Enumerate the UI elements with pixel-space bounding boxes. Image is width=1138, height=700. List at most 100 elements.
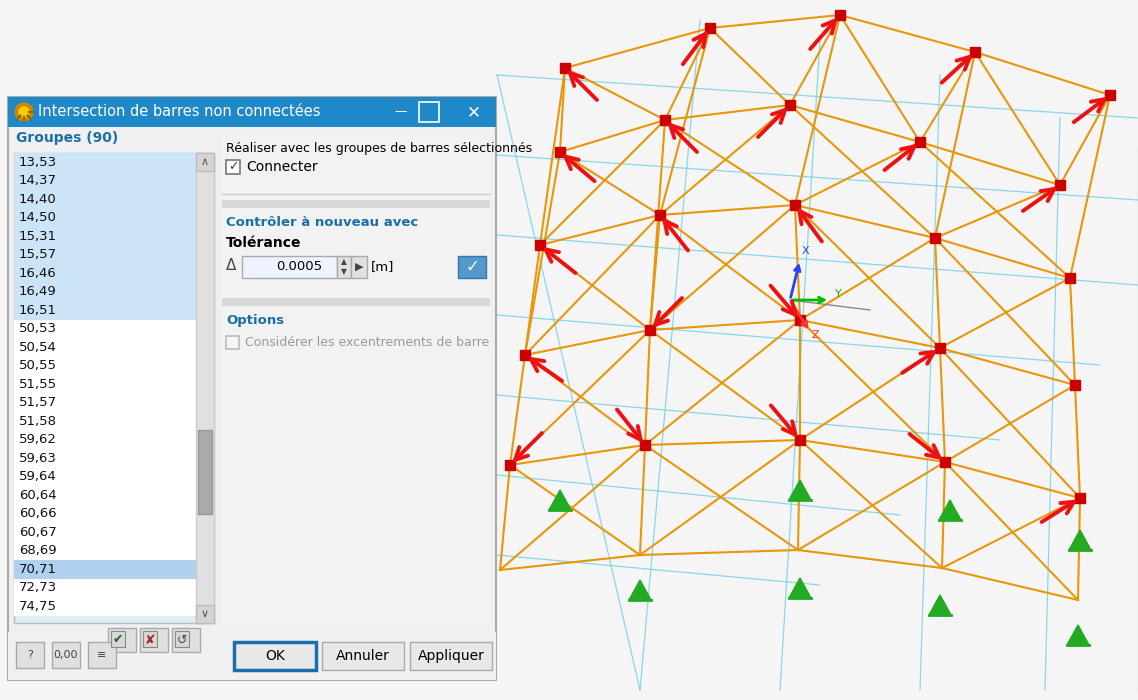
Bar: [660, 115, 670, 125]
Bar: [143, 631, 157, 647]
Text: ?: ?: [27, 650, 33, 660]
Bar: [930, 233, 940, 243]
Bar: [14, 449, 196, 468]
Bar: [555, 147, 564, 157]
Bar: [14, 319, 196, 338]
Bar: [242, 256, 337, 278]
Bar: [14, 246, 196, 264]
Bar: [14, 505, 196, 523]
Text: 14,50: 14,50: [19, 211, 57, 224]
Text: OK: OK: [265, 649, 284, 663]
Text: ∨: ∨: [201, 609, 209, 619]
Text: 0.0005: 0.0005: [275, 260, 322, 274]
Bar: [351, 256, 366, 278]
Polygon shape: [789, 578, 811, 598]
Text: 59,63: 59,63: [19, 452, 57, 465]
Text: ✘: ✘: [145, 634, 155, 647]
Text: 15,57: 15,57: [19, 248, 57, 261]
Bar: [222, 306, 490, 625]
Bar: [795, 435, 805, 445]
Bar: [14, 430, 196, 449]
Text: [m]: [m]: [371, 260, 395, 274]
Bar: [14, 338, 196, 356]
Bar: [14, 375, 196, 393]
Text: ▶: ▶: [355, 262, 363, 272]
Text: Z: Z: [813, 330, 819, 340]
Bar: [14, 523, 196, 542]
Text: Contrôler à nouveau avec: Contrôler à nouveau avec: [226, 216, 419, 229]
Bar: [196, 153, 214, 623]
Bar: [790, 200, 800, 210]
Bar: [1070, 380, 1080, 390]
Bar: [222, 298, 490, 306]
Bar: [457, 256, 486, 278]
Bar: [1055, 180, 1065, 190]
Text: 51,55: 51,55: [19, 378, 57, 391]
Bar: [706, 23, 715, 33]
Bar: [14, 412, 196, 430]
Text: 50,54: 50,54: [19, 341, 57, 354]
Text: 60,66: 60,66: [19, 508, 57, 520]
Text: X: X: [802, 246, 809, 256]
Text: 0,00: 0,00: [53, 650, 79, 660]
Bar: [14, 468, 196, 486]
Text: Considérer les excentrements de barre: Considérer les excentrements de barre: [245, 336, 489, 349]
Text: Annuler: Annuler: [336, 649, 390, 663]
Text: Connecter: Connecter: [246, 160, 318, 174]
Text: Δ: Δ: [226, 258, 237, 274]
Text: 50,53: 50,53: [19, 322, 57, 335]
Text: 60,64: 60,64: [19, 489, 57, 502]
Bar: [835, 10, 846, 20]
Text: 59,64: 59,64: [19, 470, 57, 483]
Bar: [14, 227, 196, 246]
Bar: [8, 632, 496, 680]
Polygon shape: [1069, 530, 1091, 550]
Bar: [14, 190, 196, 209]
Bar: [8, 97, 496, 127]
Text: ✕: ✕: [467, 103, 481, 121]
Bar: [935, 343, 945, 353]
Text: 15,31: 15,31: [19, 230, 57, 243]
Text: —: —: [395, 106, 407, 118]
Text: ✓: ✓: [228, 160, 238, 174]
Bar: [14, 301, 196, 319]
Text: 51,58: 51,58: [19, 414, 57, 428]
Text: Intersection de barres non connectées: Intersection de barres non connectées: [38, 104, 321, 120]
Bar: [410, 642, 492, 670]
Bar: [14, 356, 196, 375]
Bar: [520, 350, 530, 360]
Bar: [655, 210, 665, 220]
Circle shape: [15, 103, 33, 121]
Bar: [14, 172, 196, 190]
Text: ↺: ↺: [176, 634, 188, 647]
Bar: [198, 430, 212, 514]
Bar: [222, 208, 490, 298]
Polygon shape: [789, 480, 811, 500]
Bar: [226, 336, 239, 349]
Bar: [14, 560, 196, 578]
Bar: [970, 47, 980, 57]
Polygon shape: [1067, 625, 1089, 645]
Bar: [14, 578, 196, 597]
Bar: [14, 283, 196, 301]
Bar: [108, 628, 137, 652]
Bar: [16, 642, 44, 668]
Bar: [322, 642, 404, 670]
Bar: [337, 256, 351, 278]
Bar: [505, 460, 516, 470]
Bar: [1075, 493, 1085, 503]
Bar: [222, 200, 490, 208]
Bar: [14, 542, 196, 560]
Circle shape: [19, 107, 28, 117]
Bar: [14, 209, 196, 227]
Bar: [196, 153, 214, 171]
Text: ∧: ∧: [201, 157, 209, 167]
Bar: [226, 160, 240, 174]
Text: 14,37: 14,37: [19, 174, 57, 187]
Polygon shape: [929, 595, 951, 615]
Polygon shape: [939, 500, 960, 520]
Bar: [940, 457, 950, 467]
Text: Groupes (90): Groupes (90): [16, 131, 118, 145]
Text: ▼: ▼: [341, 267, 347, 276]
Bar: [1105, 90, 1115, 100]
